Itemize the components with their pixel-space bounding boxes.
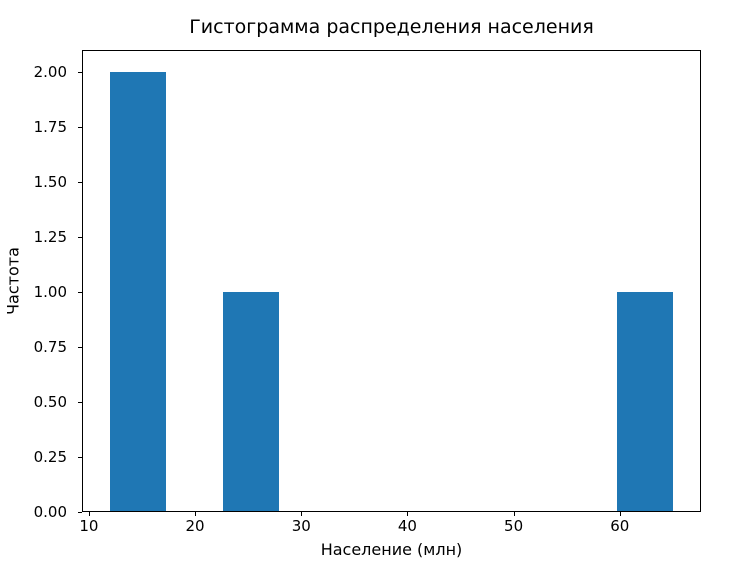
x-tick-label: 20 [185,517,205,535]
x-tick-label: 10 [79,517,99,535]
y-tick-label: 2.00 [33,62,67,81]
y-tick-mark [78,292,82,293]
histogram-bar [616,292,673,511]
y-axis-label: Частота [3,247,23,315]
histogram-bar [110,72,167,511]
y-tick-label: 1.25 [33,227,67,246]
x-tick-mark [195,512,197,516]
y-tick-label: 0.25 [33,447,67,466]
x-tick-label: 60 [610,517,630,535]
y-tick-mark [78,512,82,513]
y-tick-mark [78,402,82,403]
y-tick-mark [78,72,82,73]
y-tick-mark [78,457,82,458]
plot-area [82,50,701,512]
x-tick-mark [619,512,621,516]
y-tick-mark [78,182,82,183]
y-tick-label: 1.00 [33,282,67,301]
y-tick-mark [78,237,82,238]
x-axis-label: Население (млн) [320,540,463,559]
x-tick-label: 50 [504,517,524,535]
y-tick-label: 0.50 [33,392,67,411]
x-tick-label: 40 [397,517,417,535]
y-tick-label: 0.00 [33,502,67,521]
x-tick-mark [88,512,90,516]
x-tick-mark [301,512,303,516]
y-tick-label: 1.50 [33,172,67,191]
y-tick-label: 1.75 [33,117,67,136]
chart-title: Гистограмма распределения населения [189,16,594,38]
histogram-bar [222,292,279,511]
x-tick-mark [513,512,515,516]
y-tick-mark [78,347,82,348]
x-tick-label: 30 [291,517,311,535]
y-tick-label: 0.75 [33,337,67,356]
x-tick-mark [407,512,409,516]
y-tick-mark [78,127,82,128]
